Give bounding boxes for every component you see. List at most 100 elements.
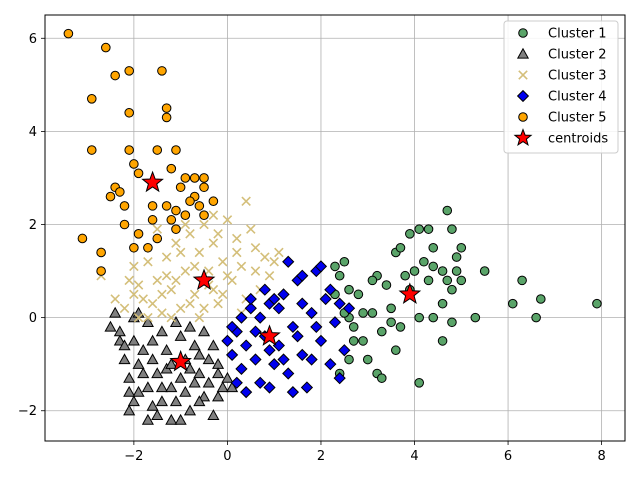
data-point <box>141 316 154 327</box>
data-point <box>348 336 359 346</box>
data-point <box>147 298 158 309</box>
data-point <box>179 385 192 397</box>
legend-label: Cluster 3 <box>548 69 607 84</box>
data-point <box>141 381 154 393</box>
data-point <box>171 145 181 155</box>
data-point <box>199 303 209 314</box>
data-point <box>123 385 136 397</box>
data-point <box>166 312 177 323</box>
data-point <box>147 201 158 211</box>
data-point <box>376 373 387 383</box>
data-point <box>133 280 144 290</box>
data-point <box>212 367 225 379</box>
data-point <box>249 353 262 366</box>
data-point <box>442 205 453 216</box>
data-point <box>133 168 144 179</box>
data-point <box>428 312 439 323</box>
data-point <box>333 297 346 310</box>
data-point <box>123 371 136 383</box>
data-point <box>437 336 448 346</box>
data-point <box>213 229 223 239</box>
data-point <box>246 224 256 234</box>
data-point <box>386 303 396 314</box>
data-point <box>124 145 134 155</box>
data-point <box>189 173 200 183</box>
data-point <box>157 308 167 318</box>
data-point <box>115 187 125 197</box>
data-point <box>269 256 279 267</box>
data-point <box>592 298 602 309</box>
y-axis: −2 0 2 4 6 <box>18 32 45 419</box>
data-point <box>123 404 136 416</box>
data-point <box>197 390 211 402</box>
legend-marker <box>518 112 528 122</box>
data-point <box>213 298 223 309</box>
data-point <box>180 173 191 183</box>
data-point <box>147 215 158 225</box>
y-tick-label: 0 <box>29 311 37 326</box>
data-point <box>344 284 354 295</box>
data-point <box>193 348 206 360</box>
data-point <box>152 233 163 244</box>
data-point <box>151 367 164 379</box>
legend-label: Cluster 1 <box>548 27 607 42</box>
data-point <box>437 266 448 276</box>
data-point <box>324 358 337 371</box>
data-point <box>129 289 139 300</box>
data-point <box>127 334 140 346</box>
data-point <box>235 362 248 375</box>
series-1 <box>330 205 602 388</box>
data-point <box>286 386 300 399</box>
data-point <box>367 275 378 286</box>
data-point <box>188 376 201 388</box>
x-tick-label: 6 <box>504 449 512 464</box>
data-point <box>470 312 481 323</box>
data-point <box>296 348 309 361</box>
x-tick-label: −2 <box>124 449 143 464</box>
centroid-point <box>258 324 281 346</box>
data-point <box>189 289 200 300</box>
data-point <box>222 215 233 225</box>
data-point <box>155 325 168 337</box>
data-point <box>423 275 434 286</box>
data-point <box>451 266 462 276</box>
data-point <box>447 224 457 234</box>
data-point <box>129 242 139 253</box>
legend: Cluster 1 Cluster 2 Cluster 3 Cluster 4 Clus… <box>503 20 619 154</box>
data-point <box>414 312 424 323</box>
data-point <box>208 210 219 220</box>
y-tick-label: 2 <box>29 218 37 233</box>
data-point <box>314 334 328 348</box>
data-point <box>180 210 191 220</box>
data-point <box>175 247 186 258</box>
data-point <box>118 339 131 351</box>
x-tick-label: 8 <box>597 449 605 464</box>
data-point <box>132 357 145 369</box>
legend-marker <box>513 128 533 147</box>
data-point <box>161 112 172 123</box>
data-point <box>536 294 546 304</box>
data-point <box>367 308 378 318</box>
data-point <box>225 320 239 334</box>
series-2 <box>104 306 239 425</box>
data-point <box>119 201 130 211</box>
data-point <box>423 224 434 234</box>
data-point <box>169 316 183 327</box>
data-point <box>232 247 242 258</box>
data-point <box>165 413 178 425</box>
data-point <box>194 312 205 323</box>
data-point <box>118 353 131 365</box>
data-point <box>133 312 144 323</box>
data-point <box>277 353 290 366</box>
data-point <box>391 345 401 356</box>
legend-label: Cluster 4 <box>548 90 607 105</box>
data-point <box>146 353 159 365</box>
data-point <box>161 270 172 281</box>
data-point <box>240 339 253 352</box>
data-point <box>330 261 340 272</box>
data-point <box>152 275 163 286</box>
y-tick-label: 4 <box>29 125 37 140</box>
y-tick-label: 6 <box>29 32 37 47</box>
data-point <box>165 357 178 369</box>
data-point <box>199 173 209 183</box>
